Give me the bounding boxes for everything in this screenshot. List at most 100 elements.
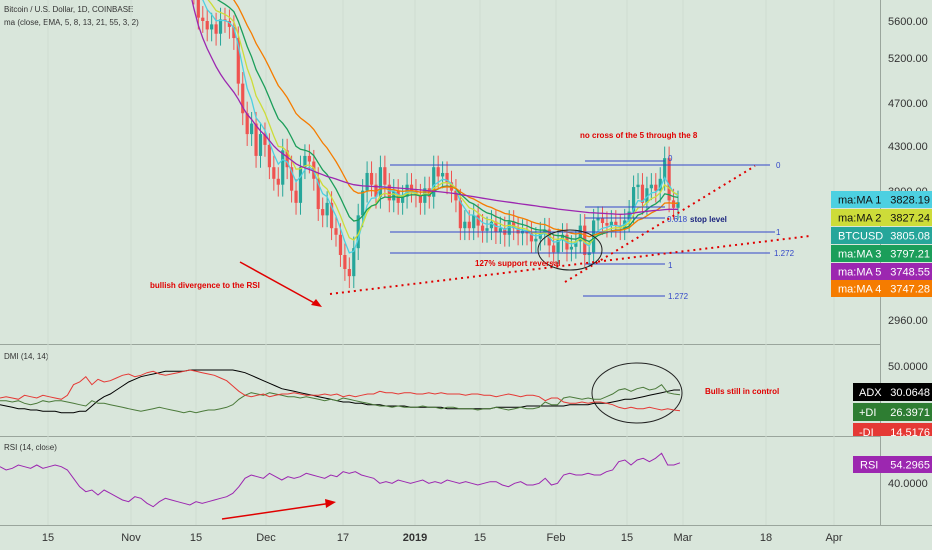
price-tick-3: 4300.00: [888, 141, 928, 153]
candle-body-16: [254, 123, 258, 156]
candle-body-96: [609, 221, 613, 226]
candle-body-85: [560, 234, 565, 241]
fib-a-zero-label: 0: [776, 161, 781, 170]
candle-body-61: [454, 190, 458, 201]
candle-body-5: [205, 21, 209, 30]
candle-body-12: [236, 38, 240, 84]
candle-body-28: [307, 155, 311, 162]
candle-body-23: [285, 150, 289, 168]
candle-body-69: [489, 221, 494, 229]
candle-body-24: [289, 167, 294, 191]
candle-body-4: [201, 17, 205, 21]
dmi-badge-label-2: -DI: [859, 427, 874, 439]
candlesticks: [193, 0, 680, 289]
price-badge-value-1: 3827.24: [890, 213, 930, 225]
price-badge-0: [831, 191, 932, 208]
candle-body-56: [432, 167, 436, 197]
candle-body-100: [627, 211, 631, 221]
dmi-badge-label-1: +DI: [859, 407, 876, 419]
candle-body-80: [538, 233, 542, 239]
candle-body-107: [658, 178, 662, 191]
candle-body-27: [303, 155, 307, 168]
moving-averages: [191, 0, 679, 254]
candle-body-51: [409, 184, 414, 191]
candle-body-91: [587, 252, 591, 256]
price-badge-label-1: ma:MA 2: [838, 213, 881, 225]
time-tick-5: 2019: [403, 532, 427, 544]
ema-55-line: [191, 0, 678, 215]
dmi-badge-value-1: 26.3971: [890, 407, 930, 419]
grid: [47, 0, 835, 525]
candle-body-64: [467, 221, 471, 229]
time-tick-8: 15: [621, 532, 633, 544]
candle-body-20: [272, 167, 276, 179]
rsi-badge-value-0: 54.2965: [890, 460, 930, 472]
candle-body-75: [516, 228, 520, 234]
candle-body-81: [543, 229, 547, 234]
candle-body-73: [507, 221, 511, 235]
candle-body-66: [476, 215, 480, 226]
candle-body-15: [250, 123, 254, 135]
candle-body-47: [392, 190, 396, 201]
candle-body-42: [369, 172, 374, 185]
candle-body-8: [218, 19, 223, 34]
candle-body-83: [552, 245, 556, 253]
candle-body-32: [325, 202, 329, 216]
candle-body-58: [441, 172, 445, 177]
candle-body-10: [227, 21, 232, 27]
time-tick-1: Nov: [121, 532, 141, 544]
candle-body-33: [329, 202, 334, 229]
fib-b-1272-label: 1.272: [668, 292, 689, 301]
fib-b-one-label: 1: [668, 261, 673, 270]
rising-trendline[interactable]: [564, 165, 756, 283]
candle-body-26: [298, 167, 303, 203]
support-reversal-circle[interactable]: [537, 229, 603, 271]
candle-body-19: [267, 144, 271, 168]
time-tick-0: 15: [42, 532, 54, 544]
price-badge-label-2: BTCUSD: [838, 231, 883, 243]
price-badge-2: [831, 227, 932, 244]
dmi-lines: [0, 369, 681, 414]
support-trendline[interactable]: [329, 235, 811, 295]
bulls-circle[interactable]: [591, 362, 683, 424]
fib-a-618-label: 0.618: [667, 215, 688, 224]
time-tick-10: 18: [760, 532, 772, 544]
candle-body-93: [596, 217, 600, 221]
divergence-arrow-price[interactable]: [239, 261, 319, 306]
annotation-no-cross: no cross of the 5 through the 8: [580, 131, 698, 140]
dmi-badge-value-2: 14.5176: [890, 427, 930, 439]
ema-13-line: [216, 0, 679, 243]
candle-body-87: [569, 246, 574, 250]
plus-di-line: [0, 384, 681, 414]
candle-body-17: [258, 134, 263, 156]
time-tick-2: 15: [190, 532, 202, 544]
candle-body-78: [529, 233, 534, 242]
candle-body-31: [321, 209, 325, 216]
candle-body-46: [387, 184, 391, 201]
rsi-badge-0: [853, 456, 932, 473]
candle-body-49: [401, 196, 405, 203]
candle-body-101: [631, 187, 636, 212]
candle-body-62: [458, 200, 462, 229]
time-tick-9: Mar: [674, 532, 693, 544]
candle-body-88: [574, 241, 578, 247]
fib-b-zero-label: 0: [668, 154, 673, 163]
candle-body-72: [503, 228, 507, 235]
symbol-title: Bitcoin / U.S. Dollar, 1D, COINBASE: [4, 5, 133, 14]
divergence-arrow-rsi[interactable]: [221, 502, 333, 520]
dmi-badge-value-0: 30.0648: [890, 387, 930, 399]
candle-body-7: [214, 24, 218, 34]
candle-body-57: [436, 167, 440, 177]
candle-body-40: [361, 190, 365, 216]
candle-body-63: [463, 221, 467, 229]
candle-body-37: [347, 269, 351, 277]
dmi-badge-2: [853, 423, 932, 436]
value-badges: ma:MA 1 3828.19 ma:MA 2 3827.24 BTCUSD 3805.0…: [831, 191, 932, 473]
candle-body-67: [480, 225, 485, 231]
candle-body-39: [356, 215, 360, 249]
candle-body-41: [365, 172, 369, 191]
fib-set-b[interactable]: [583, 160, 665, 297]
minus-di-line: [0, 369, 681, 412]
